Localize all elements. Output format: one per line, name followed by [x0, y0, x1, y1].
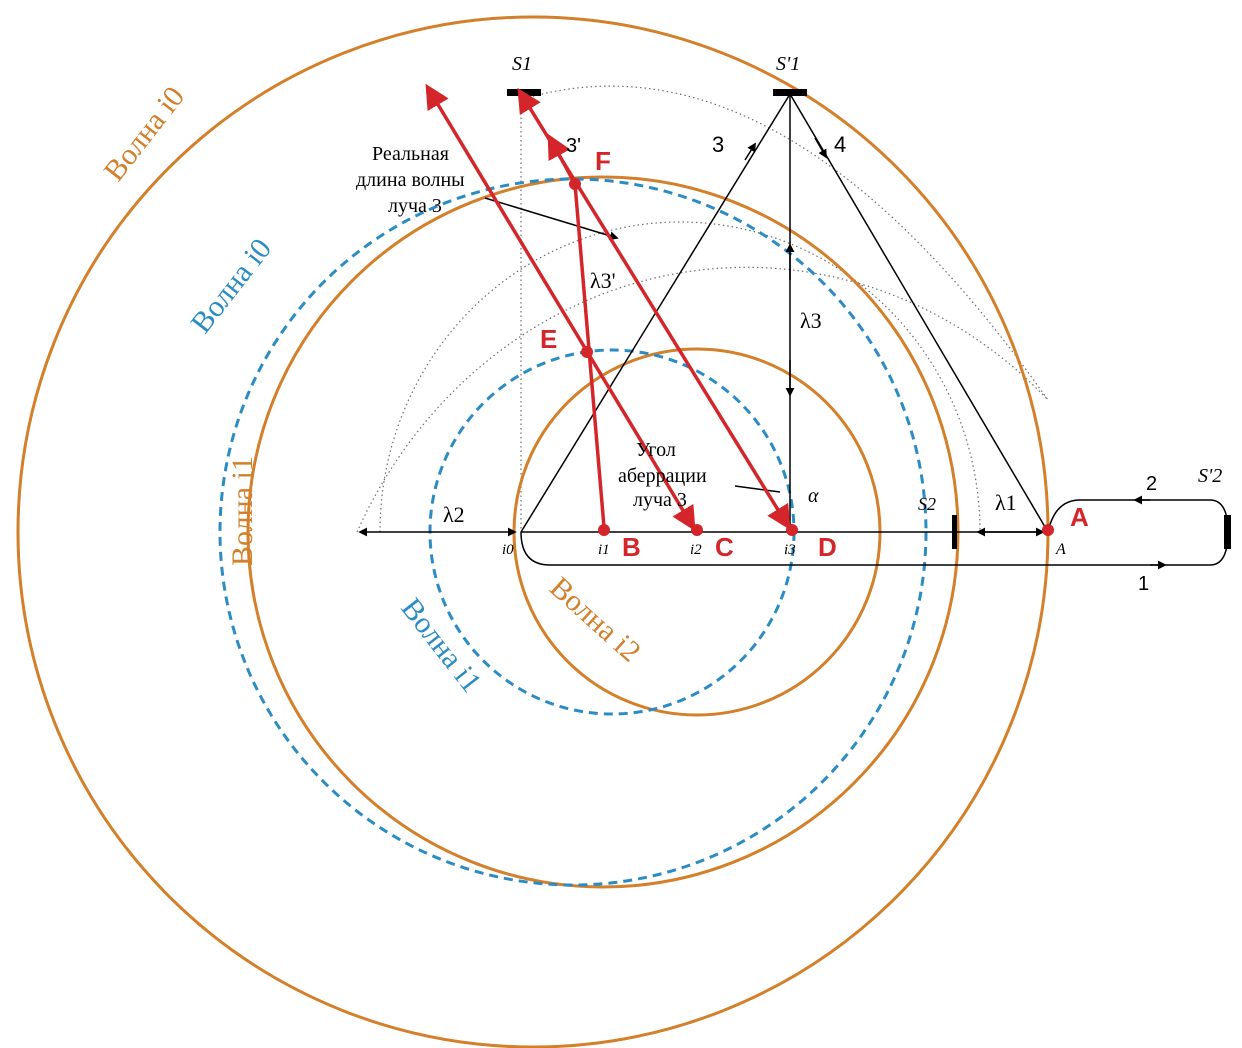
label-real-wavelength-2: длина волны: [356, 169, 465, 191]
label-pos-i3: i3: [784, 542, 796, 558]
point-D-dot: [786, 524, 798, 536]
label-wave-i0-blue: Волна i0: [185, 232, 279, 339]
label-D: D: [818, 532, 837, 562]
red-ray-F-to-3prime: [547, 133, 577, 185]
label-aberration-3: луча 3: [633, 489, 687, 511]
label-alpha: α: [808, 485, 819, 507]
label-wave-i0-orange: Волна i0: [98, 80, 192, 187]
label-mirror-s1-prime: S'1: [776, 53, 800, 75]
label-mirror-s1: S1: [512, 53, 532, 75]
dotted-arc-large: [356, 266, 1049, 533]
aberration-pointer: [734, 485, 781, 493]
point-A-dot: [1042, 524, 1054, 536]
mirror-s2: [952, 515, 957, 549]
label-C: C: [715, 532, 734, 562]
label-real-wavelength-3: луча 3: [388, 195, 442, 217]
label-ray-4: 4: [834, 132, 846, 157]
label-mirror-s2: S2: [918, 494, 936, 514]
mirror-s1: [507, 89, 541, 96]
label-pos-i2: i2: [690, 542, 702, 558]
label-aberration-1: Угол: [636, 439, 676, 461]
dotted-arc-mid: [379, 221, 981, 533]
black-annotations: Реальная длина волны луча 3 Угол аберрац…: [356, 53, 1222, 595]
label-ray-2: 2: [1146, 473, 1157, 495]
return-path-loop: [520, 531, 1229, 566]
label-real-wavelength-1: Реальная: [372, 143, 449, 165]
dotted-arc-s1prime: [519, 85, 1049, 401]
label-lambda3-prime: λ3': [590, 268, 616, 293]
point-C-dot: [691, 524, 703, 536]
point-F-dot: [569, 178, 581, 190]
label-B: B: [622, 532, 641, 562]
label-lambda3: λ3: [800, 308, 822, 333]
label-pos-i1: i1: [598, 542, 610, 558]
label-lambda2: λ2: [443, 502, 465, 527]
label-F: F: [595, 146, 611, 176]
label-ray-3: 3: [712, 132, 724, 157]
mirror-s2-prime: [1224, 515, 1231, 549]
label-lambda1: λ1: [995, 490, 1017, 515]
label-mirror-s2-prime: S'2: [1198, 465, 1222, 487]
ray-4-line: [789, 93, 1049, 533]
point-B-dot: [598, 524, 610, 536]
mirror-s1-prime: [773, 89, 807, 96]
label-aberration-2: аберрации: [618, 465, 707, 487]
label-ray-3-prime: 3': [566, 135, 581, 157]
black-construction: [358, 93, 1229, 570]
label-A: A: [1070, 502, 1089, 532]
label-wave-i1-blue: Волна i1: [394, 592, 488, 699]
mirrors: [507, 89, 1231, 549]
label-ray-1: 1: [1138, 573, 1149, 595]
ray-4-arrowhead: [814, 137, 827, 159]
point-E-dot: [581, 346, 593, 358]
red-rays: [425, 83, 791, 532]
label-pos-A-small: A: [1055, 541, 1066, 558]
label-E: E: [540, 324, 557, 354]
point-labels: A B C D E F: [540, 146, 1089, 562]
label-wave-i1-orange: Волна i1: [226, 456, 259, 566]
label-pos-i0: i0: [502, 542, 514, 558]
red-points: [569, 178, 1054, 536]
